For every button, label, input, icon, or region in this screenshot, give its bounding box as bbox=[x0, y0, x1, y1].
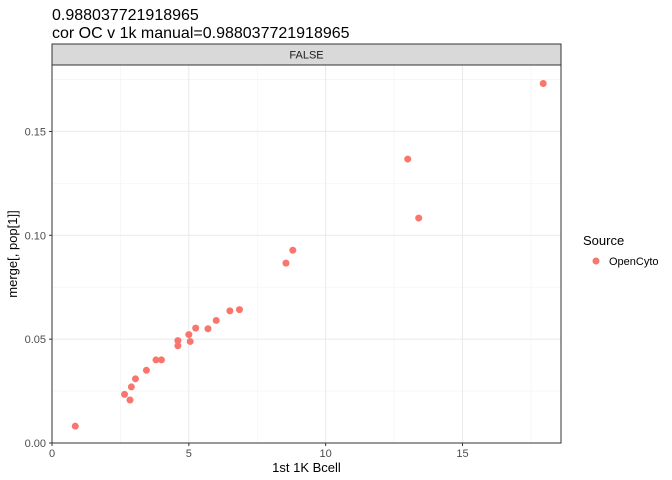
legend-title: Source bbox=[583, 233, 624, 248]
minor-gridlines bbox=[52, 65, 561, 443]
data-point bbox=[157, 356, 165, 364]
x-tick-label: 15 bbox=[456, 448, 468, 460]
x-axis-title: 1st 1K Bcell bbox=[272, 460, 341, 475]
plot-border bbox=[51, 64, 562, 444]
data-point bbox=[415, 214, 423, 222]
data-point bbox=[185, 331, 193, 339]
data-point bbox=[131, 375, 139, 383]
chart-subtitle: cor OC v 1k manual=0.988037721918965 bbox=[52, 25, 350, 42]
data-point bbox=[174, 342, 182, 350]
x-axis: 0 5 10 15 bbox=[49, 443, 469, 460]
data-point bbox=[121, 390, 129, 398]
y-tick-label: 0.10 bbox=[25, 230, 46, 242]
y-tick-label: 0.15 bbox=[25, 126, 46, 138]
data-point bbox=[174, 337, 182, 345]
x-tick-label: 5 bbox=[186, 448, 192, 460]
data-point bbox=[204, 325, 212, 333]
data-point bbox=[226, 307, 234, 315]
data-point bbox=[235, 306, 243, 314]
y-axis: 0.00 0.05 0.10 0.15 bbox=[25, 126, 52, 450]
data-point bbox=[282, 259, 290, 267]
data-point bbox=[71, 422, 79, 430]
chart-title: 0.988037721918965 bbox=[52, 7, 199, 24]
data-point bbox=[186, 337, 194, 345]
data-point bbox=[539, 79, 547, 87]
y-tick-label: 0.00 bbox=[25, 438, 46, 450]
facet-strip-label: FALSE bbox=[289, 50, 323, 62]
y-axis-title: merge[, pop[1]] bbox=[5, 210, 20, 297]
data-point bbox=[192, 324, 200, 332]
data-points bbox=[71, 79, 547, 430]
data-point bbox=[404, 155, 412, 163]
data-point bbox=[212, 316, 220, 324]
data-point bbox=[126, 396, 134, 404]
legend-key-opencyto bbox=[592, 257, 600, 265]
y-tick-label: 0.05 bbox=[25, 334, 46, 346]
data-point bbox=[127, 383, 135, 391]
data-point bbox=[152, 356, 160, 364]
data-point bbox=[289, 246, 297, 254]
legend-label-opencyto: OpenCyto bbox=[609, 256, 659, 268]
x-tick-label: 0 bbox=[49, 448, 55, 460]
data-point bbox=[142, 366, 150, 374]
x-tick-label: 10 bbox=[320, 448, 332, 460]
legend: Source OpenCyto bbox=[583, 233, 659, 268]
